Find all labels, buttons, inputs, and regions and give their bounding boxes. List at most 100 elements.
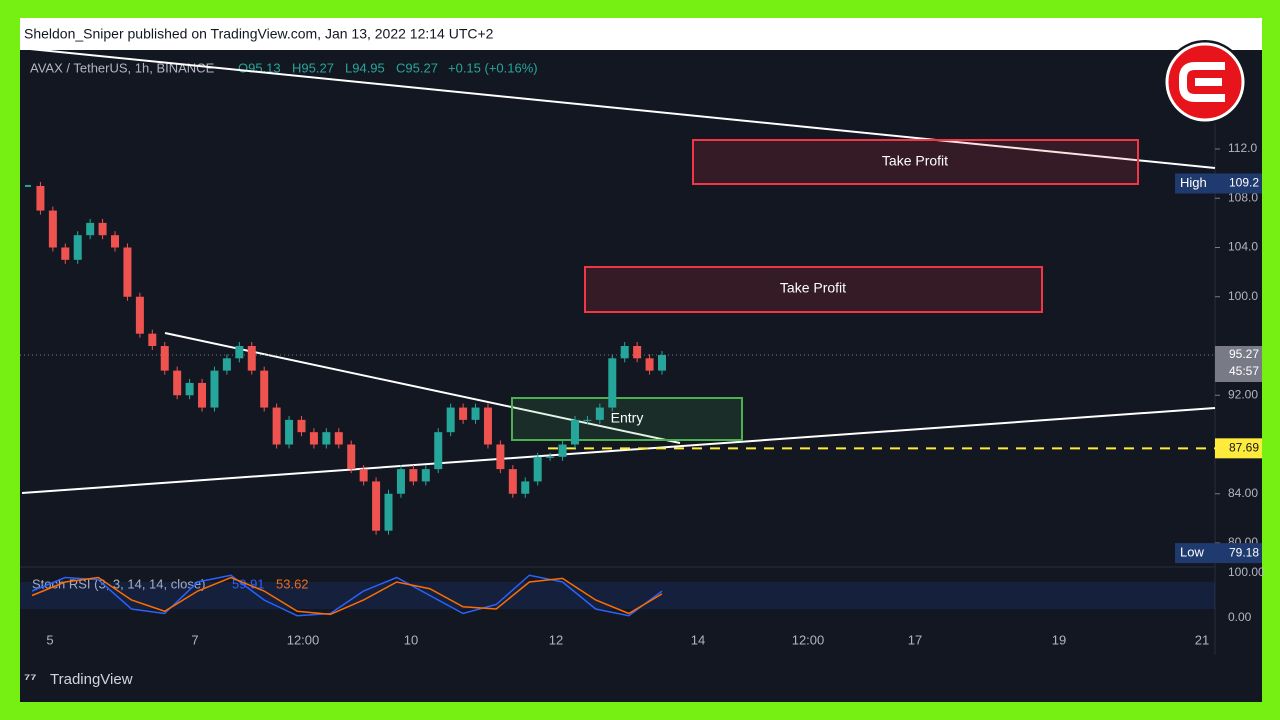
time-label: 12:00 <box>792 632 825 647</box>
last-label: 95.27 <box>1229 347 1259 361</box>
header-bar <box>20 18 1262 50</box>
candle <box>111 235 120 248</box>
time-label: 10 <box>404 632 418 647</box>
price-label: 104.0 <box>1228 240 1258 254</box>
candle <box>471 407 480 420</box>
candle <box>135 296 144 334</box>
price-label: 112.0 <box>1228 141 1257 155</box>
ohlc-close: C95.27 <box>396 60 438 75</box>
candle <box>558 444 567 457</box>
candle <box>173 370 182 396</box>
marker-tag <box>1175 543 1262 564</box>
candle <box>260 370 269 408</box>
candle <box>645 358 654 371</box>
candle <box>61 247 70 260</box>
marker-name: High <box>1180 175 1207 190</box>
time-label: 5 <box>46 632 53 647</box>
candle <box>421 469 430 482</box>
candle <box>396 469 405 494</box>
candle <box>483 407 492 445</box>
publisher: Sheldon_Sniper published on TradingView.… <box>24 26 494 42</box>
trendline <box>19 47 1216 169</box>
candle <box>359 469 368 482</box>
time-label: 14 <box>691 632 705 647</box>
marker-value: 79.18 <box>1229 545 1259 559</box>
candle <box>608 358 617 408</box>
candle <box>521 481 530 494</box>
brand: TradingView <box>50 671 133 688</box>
price-label: 84.00 <box>1228 486 1258 500</box>
take-profit-box <box>692 139 1139 185</box>
candle <box>198 382 207 408</box>
candle <box>583 419 592 421</box>
candle <box>309 432 318 445</box>
take-profit-box <box>584 266 1043 313</box>
time-label: 12 <box>549 632 563 647</box>
candle <box>347 444 356 470</box>
candle <box>98 222 107 236</box>
stoch-band <box>20 582 1215 609</box>
candle <box>48 210 57 248</box>
time-label: 12:00 <box>287 632 320 647</box>
candle <box>322 432 331 445</box>
candle <box>459 407 468 420</box>
trendline <box>21 407 1216 494</box>
candle <box>384 493 393 531</box>
symbol: AVAX / TetherUS, 1h, BINANCE <box>30 60 215 75</box>
candle <box>272 407 281 445</box>
marker-tag <box>1175 173 1262 194</box>
level-tag <box>1215 438 1262 459</box>
countdown: 45:57 <box>1229 364 1259 378</box>
candle <box>434 432 443 470</box>
candle <box>148 333 157 346</box>
marker-name: Low <box>1180 545 1204 560</box>
stoch-tick: 0.00 <box>1228 610 1252 624</box>
candle <box>222 358 231 371</box>
candle <box>372 481 381 531</box>
candle <box>496 444 505 470</box>
price-label: 92.00 <box>1228 387 1258 401</box>
last-tag <box>1215 345 1262 382</box>
candle <box>36 185 45 211</box>
entry-box <box>511 397 743 441</box>
level-label: 87.69 <box>1229 440 1259 454</box>
candle <box>633 346 642 359</box>
candle <box>508 469 517 494</box>
box-label: Entry <box>611 410 644 426</box>
stoch-line <box>31 576 663 616</box>
time-label: 21 <box>1195 632 1209 647</box>
stoch-d: 53.62 <box>276 576 309 591</box>
candle <box>595 407 604 420</box>
price-label: 108.0 <box>1228 190 1258 204</box>
brand-logo: ⁷⁷ <box>24 671 36 688</box>
candle <box>235 346 244 359</box>
candle <box>73 235 82 260</box>
time-label: 17 <box>908 632 922 647</box>
ohlc-change: +0.15 (+0.16%) <box>448 60 538 75</box>
candle <box>123 247 132 297</box>
candle <box>334 432 343 445</box>
time-label: 7 <box>191 632 198 647</box>
stoch-line <box>31 574 663 617</box>
box-label: Take Profit <box>882 153 948 169</box>
candle <box>247 346 256 371</box>
box-label: Take Profit <box>780 280 846 296</box>
marker-value: 109.2 <box>1229 176 1259 190</box>
candle <box>620 346 629 359</box>
candle <box>409 469 418 482</box>
ohlc-high: H95.27 <box>292 60 334 75</box>
candle <box>86 222 95 236</box>
candle <box>658 354 666 371</box>
candle <box>533 456 542 482</box>
candle <box>210 370 219 408</box>
candle <box>546 456 555 458</box>
stoch-tick: 100.00 <box>1228 565 1265 579</box>
price-label: 100.0 <box>1228 289 1258 303</box>
candle <box>160 346 169 371</box>
candle <box>570 419 579 445</box>
time-label: 19 <box>1052 632 1066 647</box>
candle <box>297 419 306 433</box>
logo-glyph <box>1179 62 1225 102</box>
